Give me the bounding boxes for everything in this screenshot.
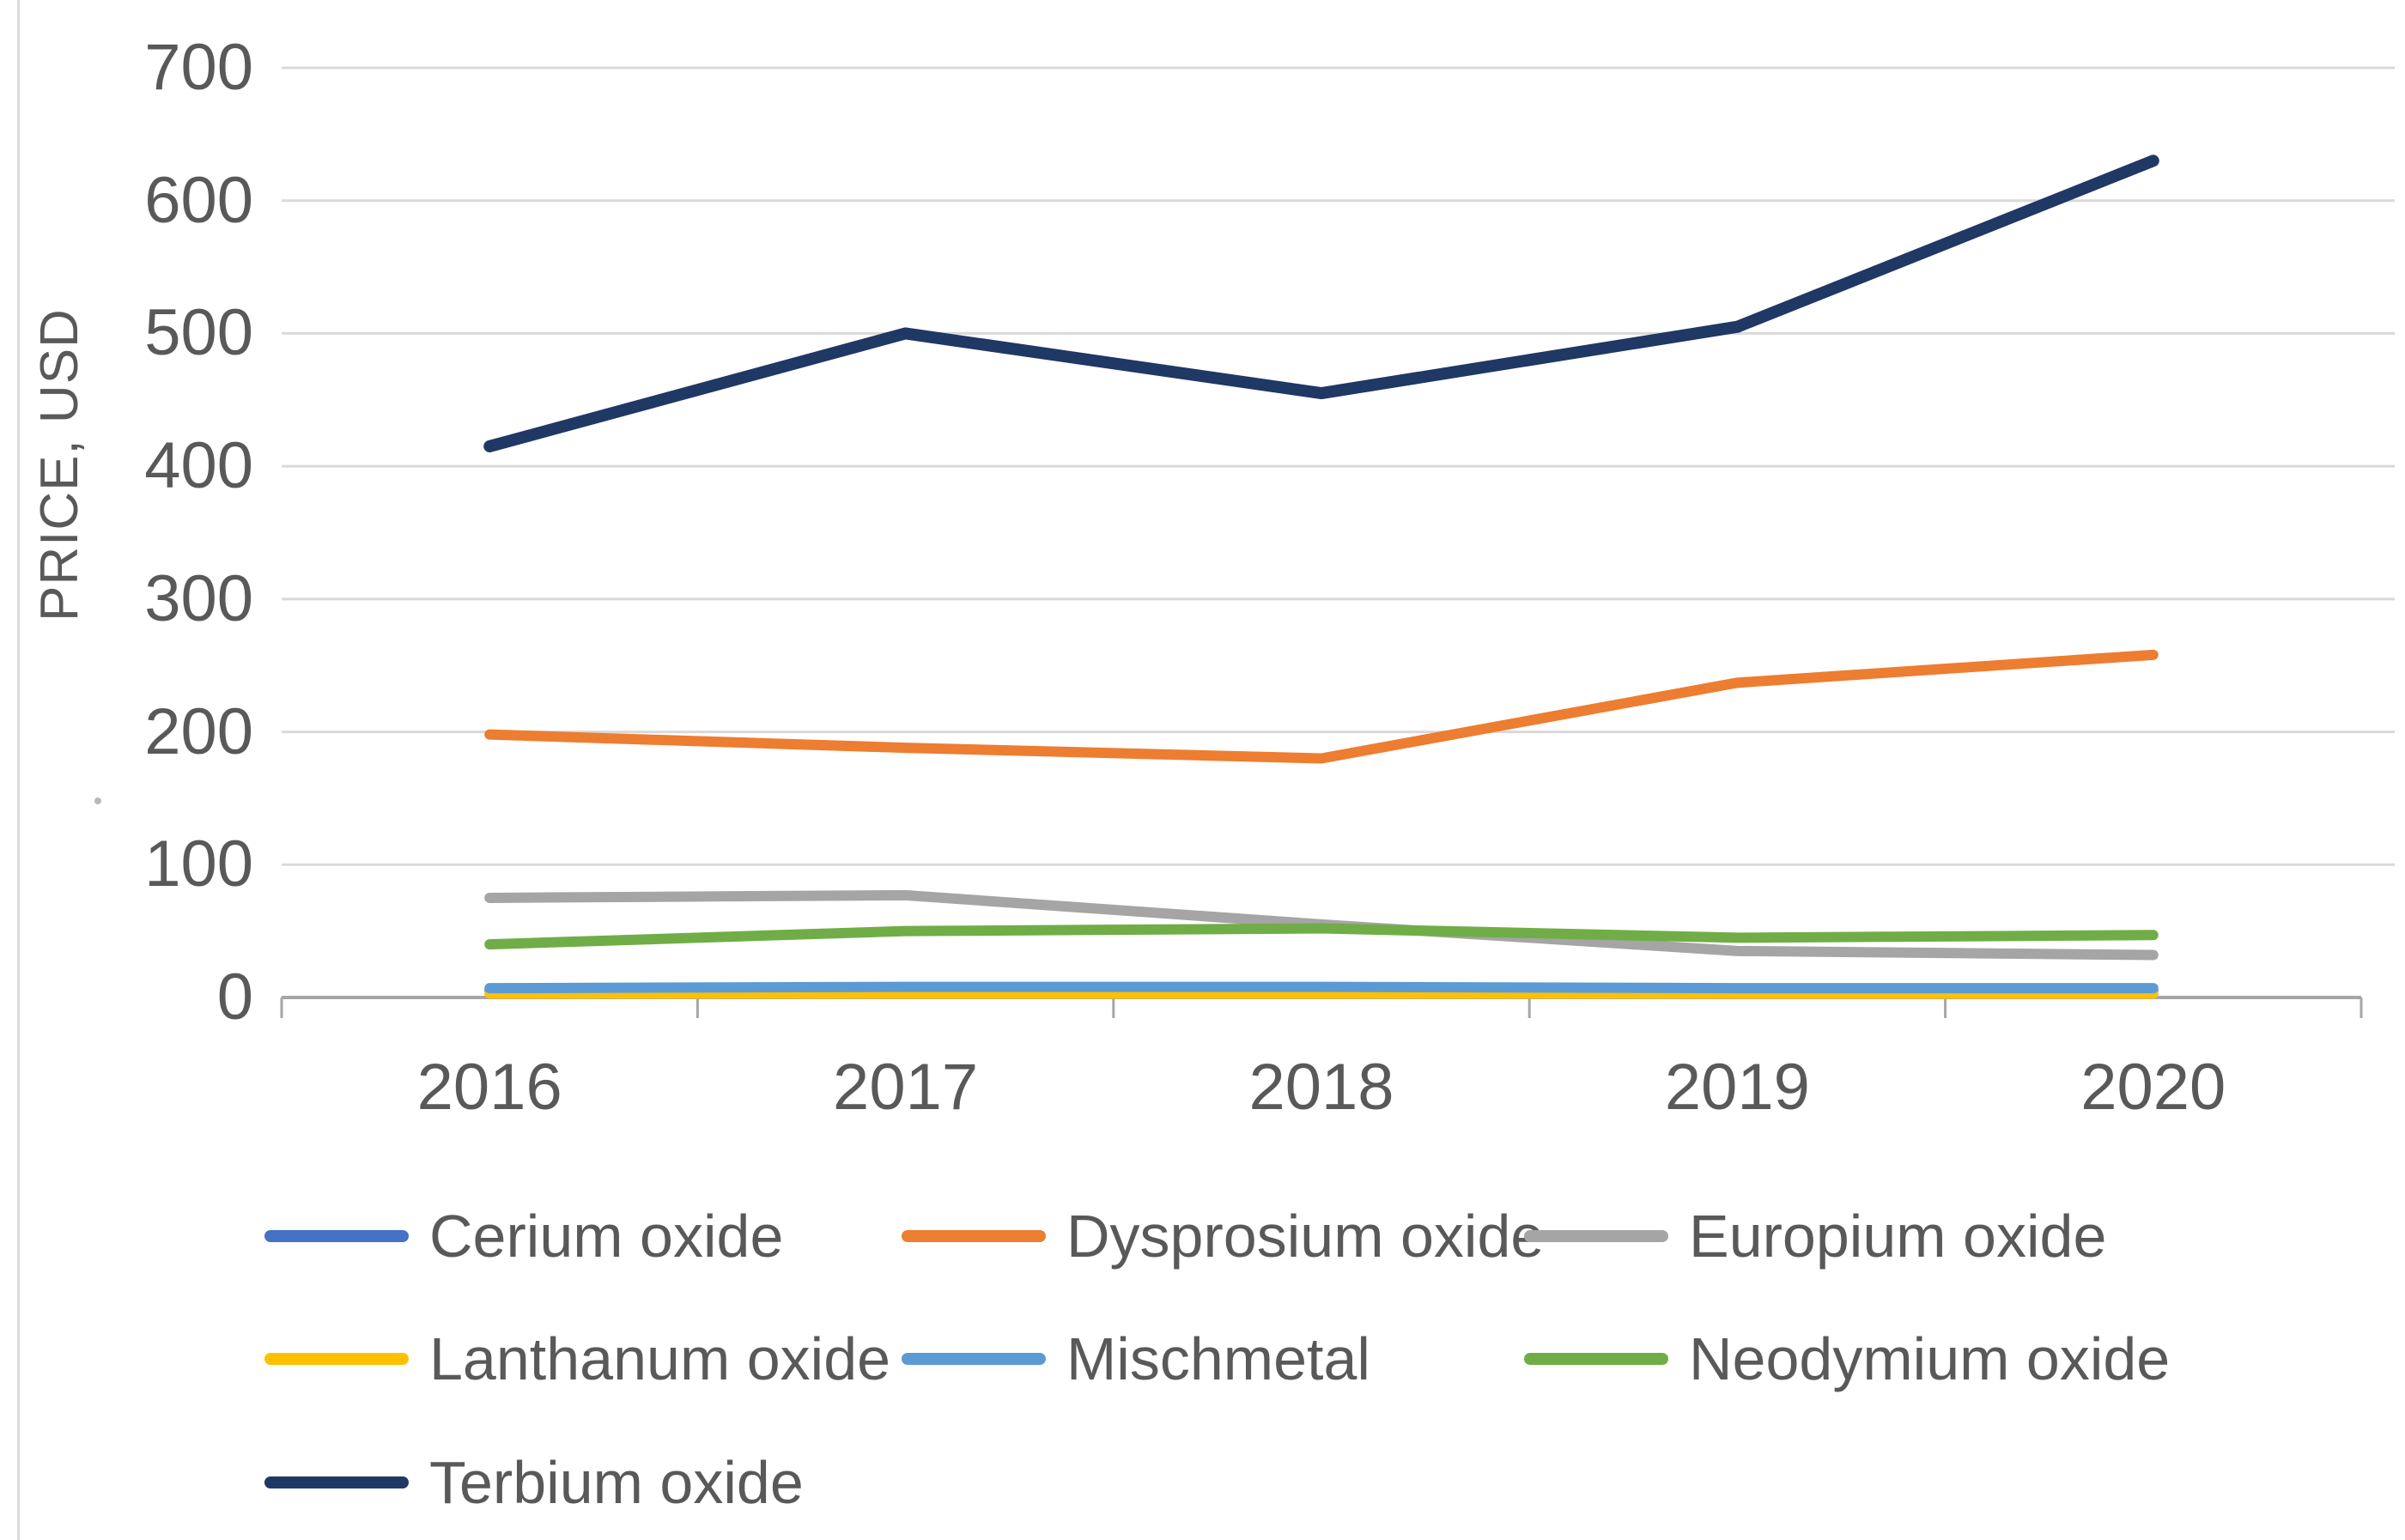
y-tick-label-0: 0 bbox=[216, 961, 253, 1034]
legend-item-europium-oxide: Europium oxide bbox=[1524, 1200, 2106, 1272]
x-tick-label-2016: 2016 bbox=[416, 1051, 562, 1124]
legend-item-neodymium-oxide: Neodymium oxide bbox=[1524, 1323, 2170, 1395]
legend-swatch-terbium-oxide bbox=[264, 1476, 409, 1488]
series-line-mischmetal bbox=[484, 981, 2159, 994]
legend-swatch-mischmetal bbox=[902, 1353, 1046, 1365]
speck-artifact bbox=[94, 797, 101, 804]
legend-item-dysprosium-oxide: Dysprosium oxide bbox=[902, 1200, 1544, 1272]
legend-label: Terbium oxide bbox=[429, 1449, 804, 1516]
x-tick-label-2019: 2019 bbox=[1664, 1051, 1810, 1124]
legend-label: Lanthanum oxide bbox=[429, 1325, 891, 1392]
legend-item-lanthanum-oxide: Lanthanum oxide bbox=[264, 1323, 890, 1395]
legend-item-terbium-oxide: Terbium oxide bbox=[264, 1446, 804, 1519]
left-border-artifact bbox=[17, 0, 20, 1540]
x-tick-label-2017: 2017 bbox=[833, 1051, 979, 1124]
series-line-terbium-oxide bbox=[483, 155, 2159, 452]
legend-swatch-lanthanum-oxide bbox=[264, 1353, 409, 1365]
y-tick-label-400: 400 bbox=[144, 429, 253, 503]
y-tick-label-200: 200 bbox=[144, 694, 253, 768]
x-tick-label-2018: 2018 bbox=[1248, 1051, 1394, 1124]
y-tick-label-300: 300 bbox=[144, 561, 253, 635]
legend-swatch-europium-oxide bbox=[1524, 1230, 1668, 1242]
legend-swatch-dysprosium-oxide bbox=[902, 1230, 1046, 1242]
x-tick-label-2020: 2020 bbox=[2080, 1051, 2226, 1124]
legend-swatch-cerium-oxide bbox=[264, 1230, 409, 1242]
legend-label: Dysprosium oxide bbox=[1066, 1203, 1545, 1270]
y-tick-label-500: 500 bbox=[144, 296, 253, 370]
legend-label: Europium oxide bbox=[1689, 1203, 2107, 1270]
series-line-neodymium-oxide bbox=[484, 923, 2159, 950]
legend-item-mischmetal: Mischmetal bbox=[902, 1323, 1370, 1395]
legend-label: Neodymium oxide bbox=[1689, 1325, 2171, 1392]
y-tick-label-700: 700 bbox=[144, 31, 253, 104]
legend-item-cerium-oxide: Cerium oxide bbox=[264, 1200, 783, 1272]
legend-label: Mischmetal bbox=[1066, 1325, 1370, 1392]
series-line-dysprosium-oxide bbox=[484, 649, 2159, 764]
legend-label: Cerium oxide bbox=[429, 1203, 784, 1270]
legend-swatch-neodymium-oxide bbox=[1524, 1353, 1668, 1365]
y-tick-label-600: 600 bbox=[144, 163, 253, 237]
y-tick-label-100: 100 bbox=[144, 828, 253, 901]
